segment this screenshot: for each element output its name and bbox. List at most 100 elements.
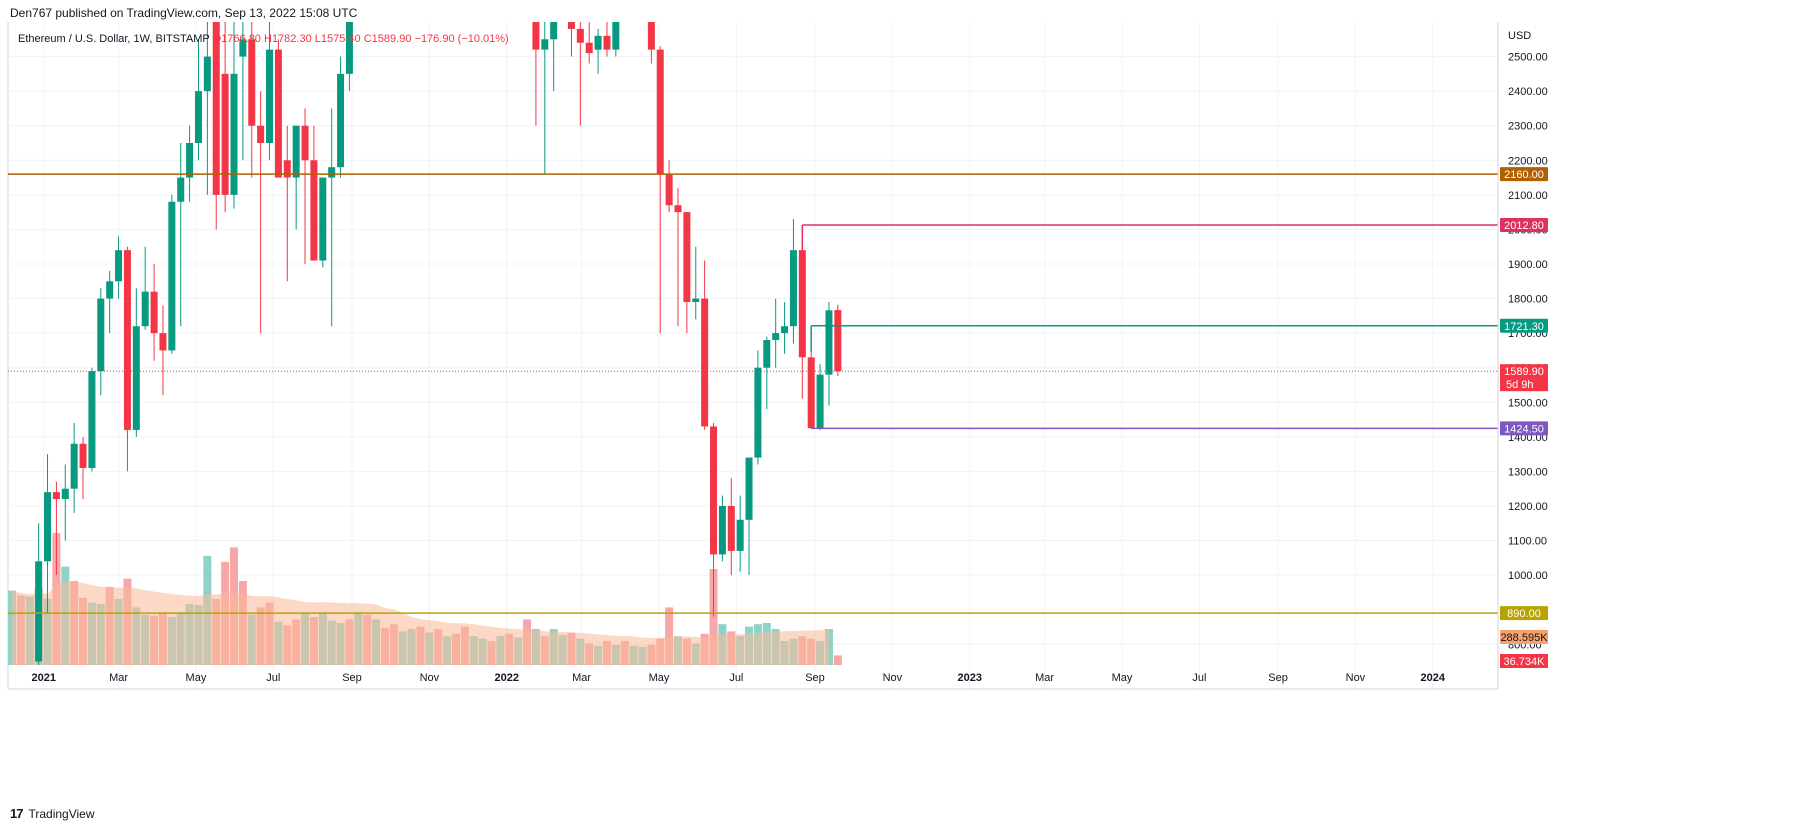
candle-body [132,326,140,430]
volume-current-label: 36.734K [1504,656,1546,668]
candle-body [683,212,691,303]
y-tick-label: 2500.00 [1508,52,1548,64]
last-price-label-bg [1500,364,1548,392]
candle-body [772,333,780,341]
candle-body [97,298,105,372]
level-label-bg [1500,606,1548,621]
x-tick-label: May [186,672,207,684]
candle-body [763,340,771,368]
level-label: 2012.80 [1504,220,1544,232]
candle-body [585,42,593,54]
candle-body [194,91,202,143]
candle-body [647,22,655,50]
symbol-legend: Ethereum / U.S. Dollar, 1W, BITSTAMP O17… [18,33,509,45]
price-axis-bg [1498,0,1813,690]
grid-lines [7,22,1498,689]
candle-body [612,22,620,50]
candle-body [550,22,558,40]
candle-body [248,39,256,126]
volume-bar [709,569,718,665]
y-tick-label: 1800.00 [1508,294,1548,306]
candle-body [292,125,300,178]
tradingview-logo-icon: 17 [10,806,24,821]
footer-branding: 17 TradingView [10,806,95,821]
candle-body [701,298,709,427]
y-tick-label: 2100.00 [1508,190,1548,202]
y-tick-label: 1200.00 [1508,501,1548,513]
volume-bar [833,655,842,665]
level-label-bg [1500,167,1548,182]
y-tick-label: 2300.00 [1508,121,1548,133]
currency-label: USD [1508,30,1531,42]
ohlc-high: H1782.30 [264,33,312,45]
candle-body [70,443,78,489]
x-tick-label: Sep [342,672,362,684]
candle-body [736,519,744,551]
brand-name: TradingView [28,806,95,821]
candle-body [301,125,309,161]
x-tick-label: May [1112,672,1133,684]
candle-body [718,505,726,555]
x-tick-label: Nov [883,672,903,684]
x-tick-label: May [649,672,670,684]
ohlc-open: O1766.80 [212,33,261,45]
ohlc-change: −176.90 (−10.01%) [414,33,509,45]
candle-body [115,250,123,282]
candles [35,22,842,665]
level-label: 1721.30 [1504,321,1544,333]
candle-body [789,250,797,327]
x-tick-label: 2021 [31,672,55,684]
candle-body [61,488,69,500]
candle-body [745,457,753,520]
candle-body [665,174,673,206]
x-tick-label: Mar [109,672,128,684]
candle-body [44,492,52,562]
y-tick-label: 1100.00 [1508,536,1547,548]
time-axis: 2021 Mar May Jul Sep Nov 2022 Mar May Jul Sep Nov 20… [8,672,1498,690]
y-tick-label: 2400.00 [1508,86,1548,98]
y-tick-label: 2200.00 [1508,155,1548,167]
candle-body [567,22,575,29]
candle-body [603,35,611,50]
x-tick-label: Jul [729,672,743,684]
level-label: 1424.50 [1504,423,1544,435]
candle-body [576,28,584,43]
candle-body [239,39,247,57]
candle-body [88,371,96,468]
x-tick-label: Nov [420,672,440,684]
candle-body [656,49,664,175]
candle-body [177,177,185,202]
y-tick-label: 1300.00 [1508,466,1548,478]
x-tick-label: Mar [1035,672,1054,684]
x-tick-label: 2023 [958,672,982,684]
candle-body [319,177,327,261]
symbol-name: Ethereum / U.S. Dollar, 1W, BITSTAMP [18,33,210,45]
price-axis: 800.001000.001100.001200.001300.001400.0… [1497,0,1813,690]
candle-body [692,298,700,303]
candle-body [203,56,211,92]
level-label: 2160.00 [1504,169,1544,181]
candle-body [283,160,291,178]
candle-body [159,333,167,351]
volume-bar [665,607,674,665]
candle-body [150,291,158,334]
candle-body [274,49,282,178]
level-label-bg [1500,318,1548,333]
ohlc-close: C1589.90 [363,33,412,45]
candle-body [230,73,238,195]
countdown-label: 5d 9h [1506,379,1534,391]
candle-body [266,49,274,143]
candle-body [310,160,318,261]
level-label: 890.00 [1507,608,1541,620]
candle-body [168,201,176,351]
candle-body [594,35,602,50]
x-tick-label: 2024 [1421,672,1446,684]
candle-body [710,426,718,555]
candle-body [781,326,789,334]
candle-body [221,73,229,195]
x-tick-label: Mar [572,672,591,684]
ohlc-low: L1575.40 [314,33,361,45]
level-label-bg [1500,421,1548,436]
candle-body [532,22,540,50]
